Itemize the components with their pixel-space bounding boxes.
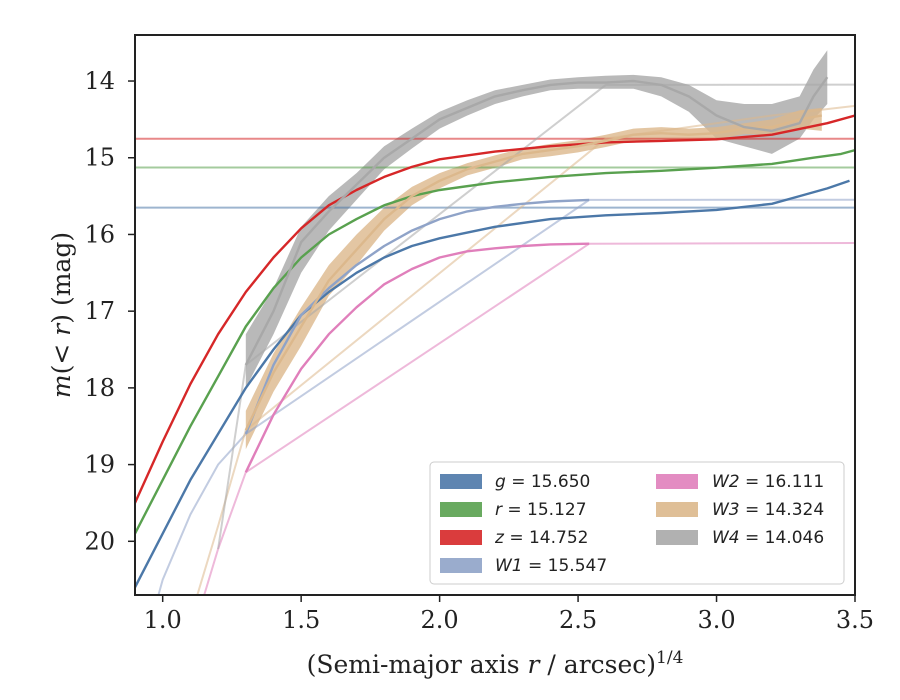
- legend-swatch-w2-16-111: [656, 474, 698, 489]
- series-line-g-15-650: [135, 179, 850, 588]
- legend-label-r-15-127: r = 15.127: [495, 500, 587, 520]
- series-line-w4-14-046: [244, 76, 829, 366]
- y-tick-label: 18: [84, 374, 115, 402]
- series-line-z-14-752: [135, 114, 855, 504]
- y-tick-label: 17: [84, 297, 115, 325]
- x-axis-ticks: 1.0 1.5 2.0 2.5 3.0 3.5: [144, 595, 874, 634]
- x-tick-label: 3.0: [697, 606, 735, 634]
- series-line-w2-16-111: [244, 242, 590, 473]
- legend-swatch-g-15-650: [440, 474, 482, 489]
- legend-swatch-w3-14-324: [656, 502, 698, 517]
- plot-frame: [134, 34, 856, 596]
- x-tick-label: 1.5: [282, 606, 320, 634]
- x-tick-label: 2.5: [559, 606, 597, 634]
- x-tick-label: 1.0: [144, 606, 182, 634]
- y-axis-ticks: 14 15 16 17 18 19 20: [84, 67, 135, 555]
- y-tick-label: 16: [84, 220, 115, 248]
- legend-swatch-z-14-752: [440, 530, 482, 545]
- legend: g = 15.650 r = 15.127 z = 14.752 W1 = 15.54…: [429, 461, 845, 585]
- legend-label-g-15-650: g = 15.650: [495, 472, 590, 492]
- y-tick-label: 14: [84, 67, 115, 95]
- x-tick-label: 2.0: [421, 606, 459, 634]
- plot-area: [134, 34, 856, 596]
- legend-swatch-w1-15-547: [440, 558, 482, 573]
- y-axis-label: m(< r) (mag): [47, 232, 76, 398]
- x-tick-label: 3.5: [836, 606, 874, 634]
- legend-label-w3-14-324: W3 = 14.324: [712, 500, 824, 520]
- legend-swatch-w4-14-046: [656, 530, 698, 545]
- x-axis-label: (Semi-major axis r / arcsec)1/4: [307, 648, 684, 679]
- y-tick-label: 19: [84, 451, 115, 479]
- y-tick-label: 15: [84, 144, 115, 172]
- legend-label-w1-15-547: W1 = 15.547: [495, 556, 607, 576]
- legend-label-w4-14-046: W4 = 14.046: [712, 528, 824, 548]
- series-line-w3-14-324: [244, 114, 823, 431]
- legend-box: [429, 461, 845, 585]
- series-lines: [135, 76, 855, 588]
- legend-label-w2-16-111: W2 = 16.111: [712, 472, 824, 492]
- legend-swatch-r-15-127: [440, 502, 482, 517]
- legend-label-z-14-752: z = 14.752: [494, 528, 588, 548]
- y-tick-label: 20: [84, 527, 115, 555]
- series-line-w1-15-547: [244, 198, 590, 435]
